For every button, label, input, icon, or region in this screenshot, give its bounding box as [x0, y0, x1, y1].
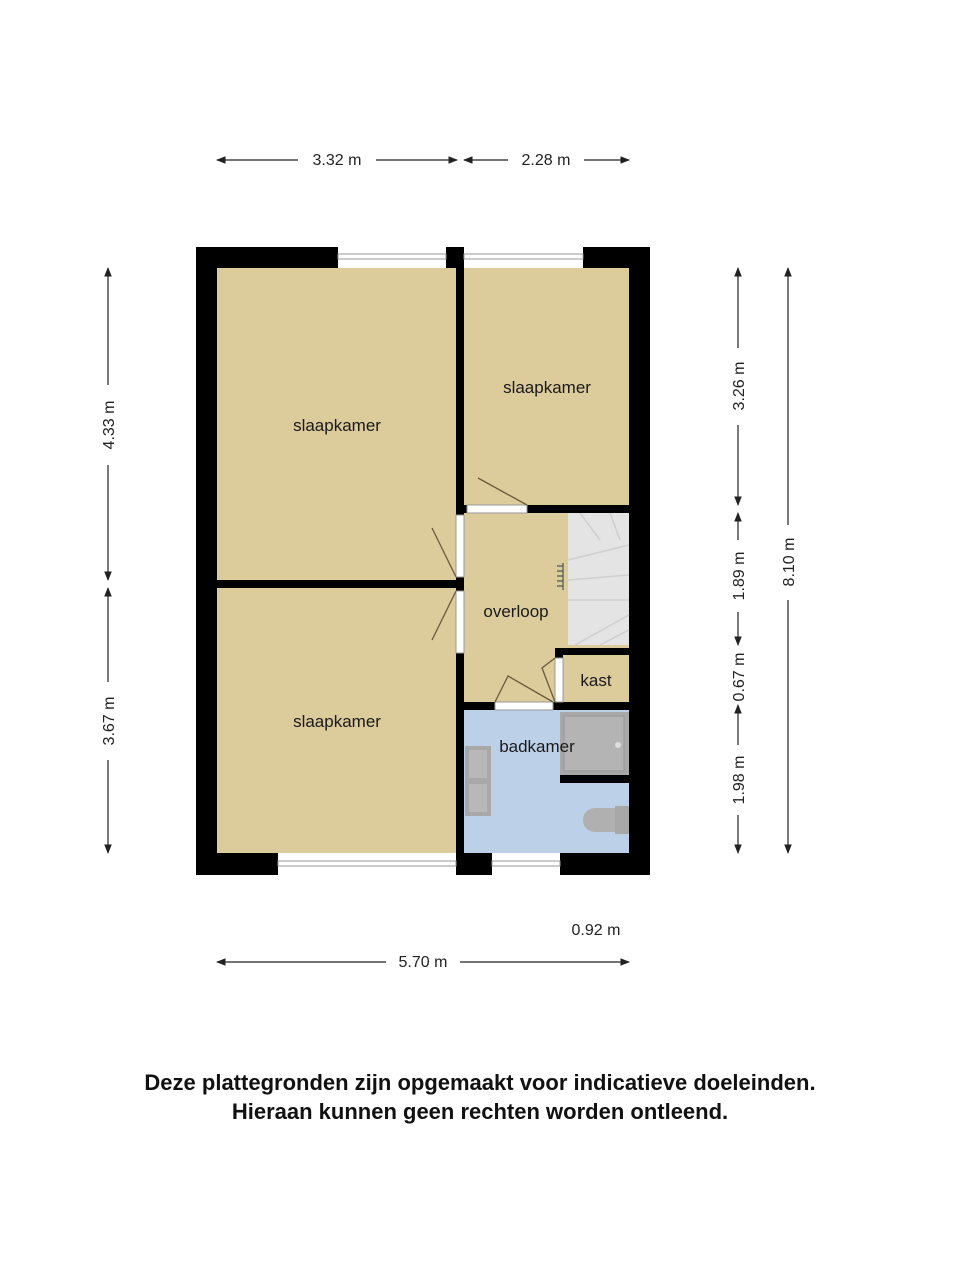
disclaimer-line-2: Hieraan kunnen geen rechten worden ontle… [231, 1099, 729, 1124]
dimension-label: 3.32 m [313, 152, 362, 169]
stairs [567, 512, 630, 646]
doors [431, 477, 564, 711]
dimension-label: 3.67 m [101, 697, 118, 746]
wall [217, 580, 464, 588]
dimension-label: 8.10 m [781, 538, 798, 587]
room-label: badkamer [499, 737, 575, 756]
wall [464, 505, 629, 513]
dimension-label: 0.67 m [731, 653, 748, 702]
room-label: slaapkamer [293, 712, 381, 731]
toilet-icon [583, 806, 629, 834]
disclaimer-line-1: Deze plattegronden zijn opgemaakt voor i… [144, 1070, 816, 1095]
dimension-label: 3.26 m [731, 362, 748, 411]
room-bedroom-top-left [217, 268, 456, 580]
dimension-label: 2.28 m [522, 152, 571, 169]
radiator-icon [557, 563, 564, 590]
shower-icon [560, 712, 629, 783]
double-sink-icon [465, 746, 491, 816]
room-bedroom-top-right [464, 268, 629, 505]
windows [277, 247, 584, 875]
dimension-label: 4.33 m [101, 401, 118, 450]
dimension-label: 1.89 m [731, 552, 748, 601]
dimension-label: 1.98 m [731, 756, 748, 805]
dimension-lines [104, 156, 792, 966]
room-label: slaapkamer [503, 378, 591, 397]
room-label: overloop [483, 602, 548, 621]
dimension-label: 5.70 m [399, 954, 448, 971]
room-label: kast [580, 671, 611, 690]
room-label: slaapkamer [293, 416, 381, 435]
room-bedroom-bottom-left [217, 588, 456, 853]
room-closet [563, 655, 629, 702]
dimension-label: 0.92 m [572, 922, 621, 939]
